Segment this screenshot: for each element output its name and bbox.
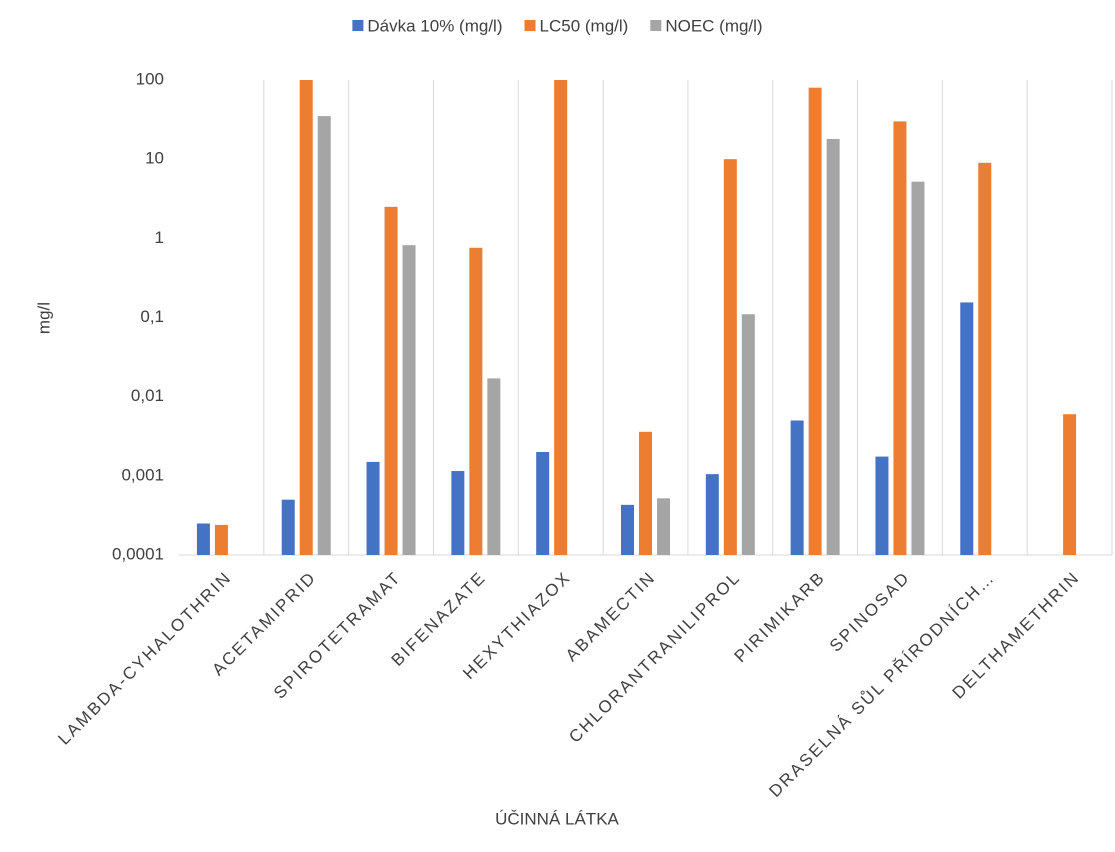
y-tick-label: 10 (145, 149, 164, 168)
legend: Dávka 10% (mg/l) LC50 (mg/l) NOEC (mg/l) (352, 16, 763, 35)
bar (875, 456, 889, 555)
bar (621, 504, 634, 555)
bar (893, 121, 907, 556)
bar (402, 245, 416, 555)
x-tick-label: ABAMECTIN (562, 568, 660, 666)
legend-swatch (352, 20, 364, 31)
bar (281, 499, 295, 555)
bar (469, 247, 483, 555)
y-tick-label: 100 (136, 69, 164, 88)
y-tick-label: 0,01 (131, 386, 164, 405)
bar (554, 80, 568, 555)
legend-swatch (650, 20, 662, 31)
bar (299, 80, 313, 555)
bar (741, 314, 755, 555)
y-tick-label: 0,0001 (112, 544, 164, 563)
y-axis-title: mg/l (34, 302, 53, 334)
bar (790, 420, 804, 555)
bar (808, 87, 822, 555)
legend-label: NOEC (mg/l) (665, 16, 762, 35)
bar (639, 431, 652, 555)
x-tick-label: CHLORANTRANILIPROL (565, 568, 744, 747)
bar (978, 162, 992, 556)
bar (317, 116, 331, 556)
legend-swatch (524, 20, 536, 31)
y-tick-label: 0,1 (140, 307, 164, 326)
x-tick-label: PIRIMIKARB (731, 568, 829, 666)
legend-label: Dávka 10% (mg/l) (367, 16, 502, 35)
bar (705, 474, 719, 555)
x-axis-title: ÚČINNÁ LÁTKA (495, 809, 619, 828)
bar (960, 302, 974, 555)
legend-label: LC50 (mg/l) (540, 16, 629, 35)
bar (826, 138, 840, 556)
bar (1063, 414, 1077, 555)
bar (657, 498, 670, 555)
bar (723, 159, 737, 555)
bar (366, 461, 380, 555)
bar (384, 206, 398, 555)
bar (536, 452, 550, 555)
x-tick-label: LAMBDA-CYHALOTHRIN (54, 568, 235, 749)
bar (451, 471, 465, 555)
bar (487, 378, 501, 555)
x-tick-label: SPINOSAD (826, 568, 914, 656)
bar (196, 523, 210, 555)
y-tick-label: 1 (155, 228, 164, 247)
bar (214, 524, 228, 555)
bar (911, 181, 925, 556)
y-tick-label: 0,001 (121, 465, 164, 484)
